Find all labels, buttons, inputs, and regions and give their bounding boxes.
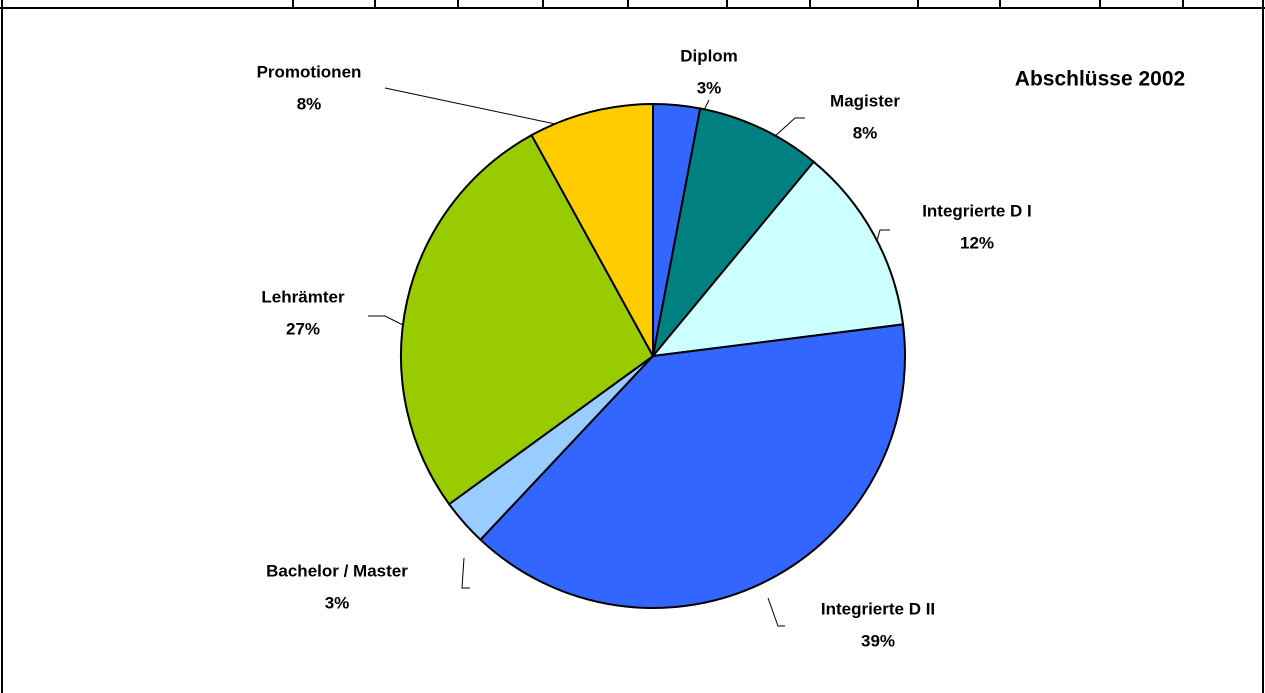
slice-name: Lehrämter — [261, 287, 345, 306]
slice-percent: 27% — [286, 319, 320, 338]
slice-percent: 8% — [297, 94, 322, 113]
pie-slice — [530, 102, 654, 357]
slice-percent: 3% — [325, 593, 350, 612]
slice-name: Integrierte D I — [922, 201, 1032, 220]
slice-percent: 8% — [853, 123, 878, 142]
slice-name: Diplom — [680, 46, 738, 65]
slice-percent: 39% — [861, 631, 895, 650]
slice-name: Magister — [830, 91, 900, 110]
chart-title: Abschlüsse 2002 — [1015, 68, 1185, 91]
pie-slice — [400, 133, 655, 506]
pie — [400, 102, 906, 609]
slice-name: Bachelor / Master — [266, 561, 408, 580]
slice-name: Promotionen — [257, 62, 362, 81]
slice-percent: 3% — [697, 78, 722, 97]
pie-slice — [650, 160, 905, 358]
pie-slice — [652, 107, 816, 357]
slice-percent: 12% — [960, 233, 994, 252]
pie-slice — [479, 323, 906, 609]
slice-name: Integrierte D II — [821, 599, 935, 618]
